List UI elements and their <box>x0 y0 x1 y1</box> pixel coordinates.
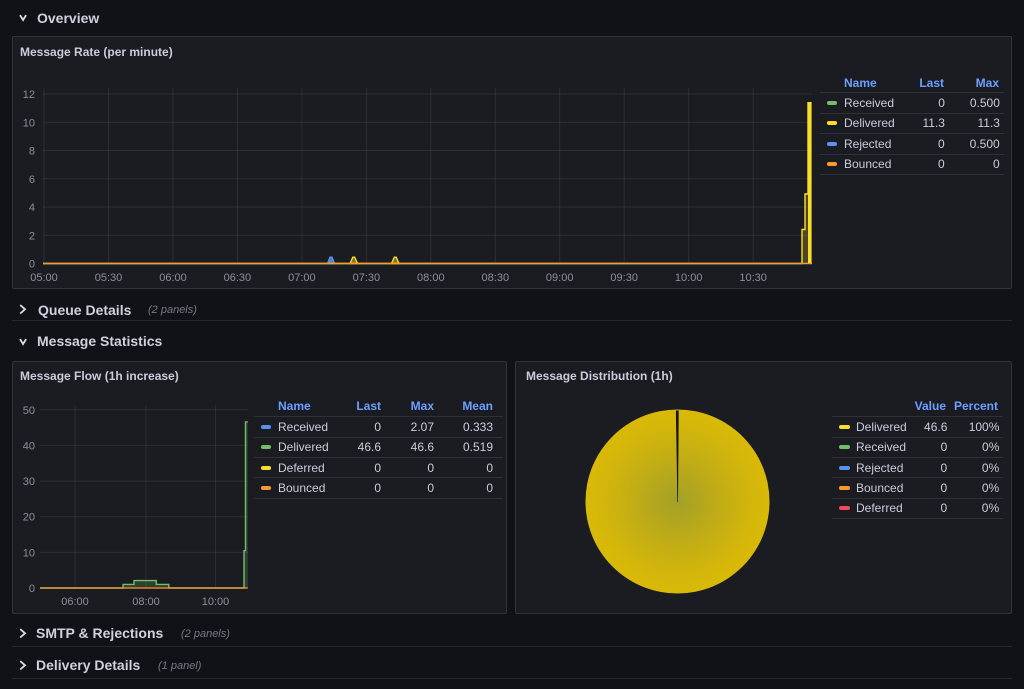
svg-text:40: 40 <box>23 440 35 452</box>
svg-text:05:00: 05:00 <box>30 272 58 284</box>
svg-text:08:00: 08:00 <box>132 596 160 608</box>
svg-text:12: 12 <box>23 89 35 101</box>
svg-text:2: 2 <box>29 230 35 242</box>
svg-text:10:00: 10:00 <box>202 596 230 608</box>
svg-text:10: 10 <box>23 117 35 129</box>
svg-text:8: 8 <box>29 146 35 158</box>
svg-text:06:00: 06:00 <box>159 272 187 284</box>
svg-text:07:00: 07:00 <box>288 272 316 284</box>
svg-text:0: 0 <box>29 583 35 595</box>
svg-text:08:30: 08:30 <box>482 272 510 284</box>
svg-text:50: 50 <box>23 405 35 417</box>
svg-text:6: 6 <box>29 174 35 186</box>
svg-text:09:00: 09:00 <box>546 272 574 284</box>
svg-text:09:30: 09:30 <box>610 272 638 284</box>
svg-text:30: 30 <box>23 476 35 488</box>
svg-text:06:30: 06:30 <box>224 272 252 284</box>
svg-text:10:00: 10:00 <box>675 272 703 284</box>
svg-text:05:30: 05:30 <box>95 272 123 284</box>
svg-text:08:00: 08:00 <box>417 272 445 284</box>
svg-text:06:00: 06:00 <box>61 596 89 608</box>
svg-text:10: 10 <box>23 547 35 559</box>
svg-text:07:30: 07:30 <box>353 272 381 284</box>
svg-text:4: 4 <box>29 202 35 214</box>
svg-text:10:30: 10:30 <box>739 272 767 284</box>
svg-text:20: 20 <box>23 512 35 524</box>
svg-text:0: 0 <box>29 259 35 271</box>
